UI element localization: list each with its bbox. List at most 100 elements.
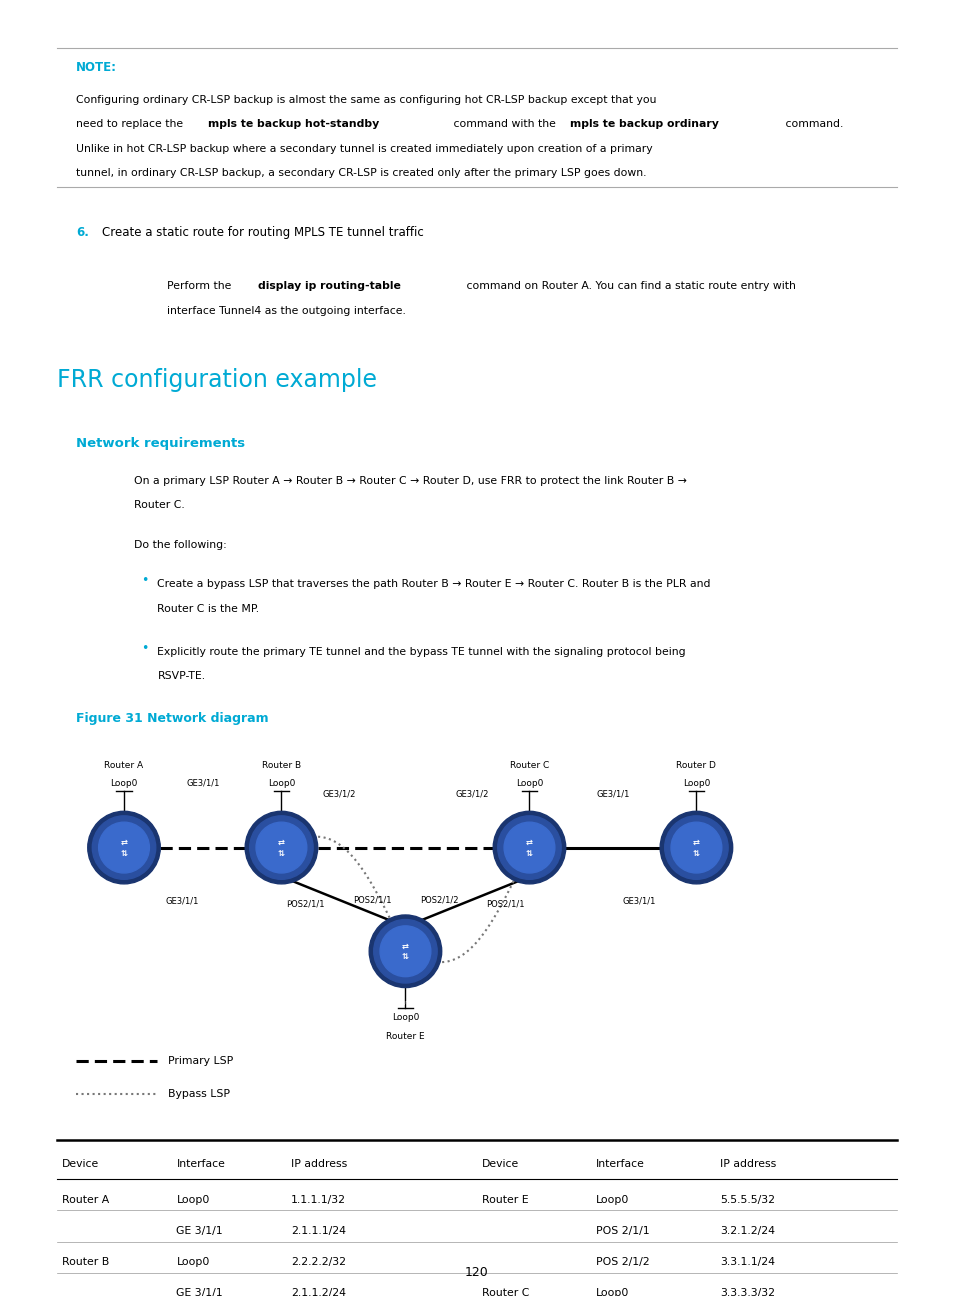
Text: 1.1.1.1/32: 1.1.1.1/32	[291, 1195, 346, 1204]
Text: Primary LSP: Primary LSP	[168, 1056, 233, 1067]
Text: Router B: Router B	[62, 1257, 110, 1266]
Ellipse shape	[250, 816, 313, 880]
Text: GE3/1/1: GE3/1/1	[165, 897, 198, 906]
Text: Do the following:: Do the following:	[133, 540, 226, 551]
Text: NOTE:: NOTE:	[76, 61, 117, 74]
Text: ⇄: ⇄	[120, 837, 128, 846]
Text: command with the: command with the	[450, 119, 559, 130]
Text: 120: 120	[465, 1266, 488, 1279]
Text: Router C is the MP.: Router C is the MP.	[157, 604, 259, 614]
Text: Router C.: Router C.	[133, 500, 184, 511]
Text: 2.1.1.2/24: 2.1.1.2/24	[291, 1288, 346, 1296]
Text: mpls te backup ordinary: mpls te backup ordinary	[569, 119, 718, 130]
Text: FRR configuration example: FRR configuration example	[57, 368, 376, 393]
Text: Figure 31 Network diagram: Figure 31 Network diagram	[76, 712, 269, 724]
Ellipse shape	[255, 822, 307, 874]
Ellipse shape	[670, 822, 721, 874]
Text: Router C: Router C	[481, 1288, 529, 1296]
Text: GE 3/1/1: GE 3/1/1	[176, 1226, 223, 1235]
Text: ROUTER: ROUTER	[395, 1001, 416, 1006]
Text: GE3/1/2: GE3/1/2	[322, 789, 355, 798]
Text: Device: Device	[62, 1159, 99, 1169]
Text: 2.1.1.1/24: 2.1.1.1/24	[291, 1226, 346, 1235]
Text: Router A: Router A	[104, 761, 144, 770]
Ellipse shape	[659, 811, 732, 884]
Text: POS2/1/2: POS2/1/2	[419, 896, 457, 905]
Text: need to replace the: need to replace the	[76, 119, 187, 130]
Ellipse shape	[245, 811, 317, 884]
Text: POS2/1/1: POS2/1/1	[353, 896, 391, 905]
Text: interface Tunnel4 as the outgoing interface.: interface Tunnel4 as the outgoing interf…	[167, 306, 405, 316]
Ellipse shape	[379, 925, 431, 977]
Text: Network requirements: Network requirements	[76, 437, 245, 450]
Text: Loop0: Loop0	[176, 1195, 210, 1204]
Text: GE3/1/1: GE3/1/1	[621, 897, 655, 906]
Text: POS2/1/1: POS2/1/1	[486, 899, 524, 908]
Ellipse shape	[374, 920, 436, 984]
Text: IP address: IP address	[720, 1159, 776, 1169]
Text: Router E: Router E	[386, 1032, 424, 1041]
Text: tunnel, in ordinary CR-LSP backup, a secondary CR-LSP is created only after the : tunnel, in ordinary CR-LSP backup, a sec…	[76, 168, 646, 179]
Ellipse shape	[497, 816, 560, 880]
Text: POS 2/1/2: POS 2/1/2	[596, 1257, 649, 1266]
Text: Loop0: Loop0	[392, 1013, 418, 1023]
Text: Loop0: Loop0	[111, 779, 137, 788]
Text: •: •	[141, 574, 149, 587]
Text: Loop0: Loop0	[516, 779, 542, 788]
Text: ROUTER: ROUTER	[518, 897, 539, 902]
Text: IP address: IP address	[291, 1159, 347, 1169]
Text: Loop0: Loop0	[176, 1257, 210, 1266]
Ellipse shape	[369, 915, 441, 988]
Text: Loop0: Loop0	[268, 779, 294, 788]
Text: Loop0: Loop0	[596, 1195, 629, 1204]
Text: Create a static route for routing MPLS TE tunnel traffic: Create a static route for routing MPLS T…	[102, 226, 423, 238]
Text: ⇅: ⇅	[120, 849, 128, 858]
Text: 3.2.1.2/24: 3.2.1.2/24	[720, 1226, 775, 1235]
Text: mpls te backup hot-standby: mpls te backup hot-standby	[208, 119, 379, 130]
Text: display ip routing-table: display ip routing-table	[257, 281, 400, 292]
Text: Loop0: Loop0	[596, 1288, 629, 1296]
Ellipse shape	[88, 811, 160, 884]
Text: Interface: Interface	[596, 1159, 644, 1169]
Text: Router E: Router E	[481, 1195, 528, 1204]
Text: •: •	[141, 642, 149, 654]
Text: ⇅: ⇅	[401, 953, 409, 962]
Text: Loop0: Loop0	[682, 779, 709, 788]
Text: Create a bypass LSP that traverses the path Router B → Router E → Router C. Rout: Create a bypass LSP that traverses the p…	[157, 579, 710, 590]
Text: ⇅: ⇅	[525, 849, 533, 858]
Text: Router A: Router A	[62, 1195, 110, 1204]
Text: Unlike in hot CR-LSP backup where a secondary tunnel is created immediately upon: Unlike in hot CR-LSP backup where a seco…	[76, 144, 652, 154]
Text: Device: Device	[481, 1159, 518, 1169]
Text: ⇄: ⇄	[277, 837, 285, 846]
Text: Router D: Router D	[676, 761, 716, 770]
Text: Explicitly route the primary TE tunnel and the bypass TE tunnel with the signali: Explicitly route the primary TE tunnel a…	[157, 647, 685, 657]
Ellipse shape	[503, 822, 555, 874]
Text: 6.: 6.	[76, 226, 89, 238]
Text: Router B: Router B	[261, 761, 301, 770]
Text: 3.3.3.3/32: 3.3.3.3/32	[720, 1288, 775, 1296]
Text: ⇅: ⇅	[692, 849, 700, 858]
Text: POS 2/1/1: POS 2/1/1	[596, 1226, 649, 1235]
Text: GE3/1/1: GE3/1/1	[186, 779, 219, 788]
Ellipse shape	[98, 822, 150, 874]
Text: Perform the: Perform the	[167, 281, 234, 292]
Ellipse shape	[664, 816, 727, 880]
Text: On a primary LSP Router A → Router B → Router C → Router D, use FRR to protect t: On a primary LSP Router A → Router B → R…	[133, 476, 686, 486]
Text: ROUTER: ROUTER	[113, 897, 134, 902]
Text: command.: command.	[781, 119, 842, 130]
Ellipse shape	[92, 816, 155, 880]
Text: ⇄: ⇄	[401, 941, 409, 950]
Text: RSVP-TE.: RSVP-TE.	[157, 671, 205, 682]
Text: Interface: Interface	[176, 1159, 225, 1169]
Text: ⇄: ⇄	[692, 837, 700, 846]
Text: command on Router A. You can find a static route entry with: command on Router A. You can find a stat…	[462, 281, 795, 292]
Text: ROUTER: ROUTER	[685, 897, 706, 902]
Text: ⇄: ⇄	[525, 837, 533, 846]
Text: POS2/1/1: POS2/1/1	[286, 899, 324, 908]
Text: GE3/1/1: GE3/1/1	[596, 789, 629, 798]
Text: Bypass LSP: Bypass LSP	[168, 1089, 230, 1099]
Text: Configuring ordinary CR-LSP backup is almost the same as configuring hot CR-LSP : Configuring ordinary CR-LSP backup is al…	[76, 95, 656, 105]
Ellipse shape	[493, 811, 565, 884]
Text: GE3/1/2: GE3/1/2	[455, 789, 488, 798]
Text: GE 3/1/1: GE 3/1/1	[176, 1288, 223, 1296]
